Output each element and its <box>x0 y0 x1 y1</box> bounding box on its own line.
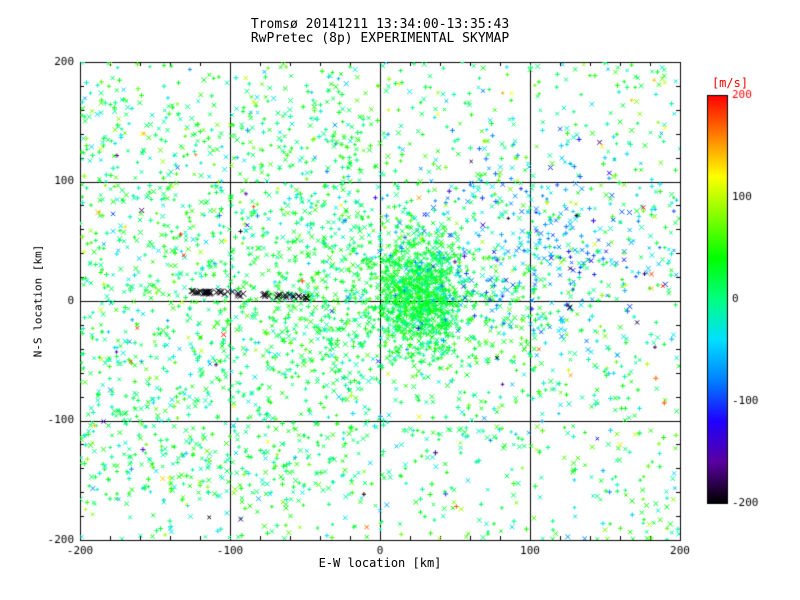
plot-title: Tromsø 20141211 13:34:00-13:35:43 <box>250 17 510 32</box>
plot-subtitle: RwPretec (8p) EXPERIMENTAL SKYMAP <box>250 31 510 46</box>
colorbar-label: [m/s] <box>711 76 749 90</box>
x-axis-label: E-W location [km] <box>318 556 442 570</box>
y-axis-label: N-S location [km] <box>31 244 45 358</box>
